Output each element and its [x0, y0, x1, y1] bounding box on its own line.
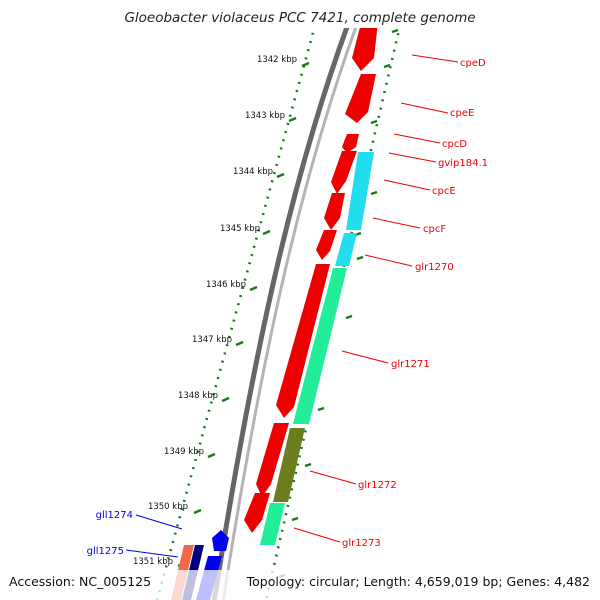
tick-mark: [288, 116, 297, 123]
tick-mark: [291, 516, 299, 522]
inner-ruler-track: [155, 28, 316, 600]
leader-line: [364, 254, 413, 267]
tick-label: 1343 kbp: [245, 111, 285, 121]
tick-label: 1351 kbp: [133, 557, 173, 567]
gene-glr1271[interactable]: [276, 264, 330, 418]
tick-labels: 1342 kbp 1343 kbp 1344 kbp 1345 kbp 1346…: [133, 55, 297, 567]
tick-mark: [391, 28, 399, 34]
label-leaders: [125, 54, 459, 558]
gene-label-glr1273[interactable]: glr1273: [342, 538, 381, 549]
feature-cyan[interactable]: [346, 152, 374, 230]
leader-line: [125, 549, 179, 558]
feature-cyan[interactable]: [335, 233, 357, 266]
tick-mark: [262, 229, 271, 236]
tick-mark: [317, 406, 325, 412]
forward-strand-genes: [244, 4, 380, 545]
gene-label-cpcF[interactable]: cpcF: [423, 224, 446, 235]
leader-line: [135, 514, 183, 530]
gene-label-gll1275[interactable]: gll1275: [87, 546, 124, 557]
genome-summary-text: Topology: circular; Length: 4,659,019 bp…: [246, 574, 590, 589]
tick-mark: [221, 396, 230, 403]
tick-label: 1342 kbp: [257, 55, 297, 65]
gene-label-cpeD[interactable]: cpeD: [460, 58, 486, 69]
feature-green[interactable]: [260, 503, 285, 545]
footer-background: [0, 570, 600, 600]
tick-mark: [304, 462, 312, 468]
tick-label: 1350 kbp: [148, 502, 188, 512]
gene-label-cpcE[interactable]: cpcE: [432, 186, 456, 197]
leader-line: [372, 217, 421, 229]
tick-label: 1345 kbp: [220, 224, 260, 234]
tick-mark: [301, 61, 310, 68]
leader-line: [309, 470, 357, 485]
outer-ruler-track: [264, 28, 401, 600]
gene-glr1272[interactable]: [256, 423, 289, 497]
tick-mark: [370, 119, 378, 125]
gene-cpcD[interactable]: [342, 134, 359, 153]
leader-line: [400, 102, 449, 114]
gene-gll1274[interactable]: [212, 530, 229, 551]
gene-label-cpeE[interactable]: cpeE: [450, 108, 474, 119]
gene-cpeE[interactable]: [345, 74, 376, 123]
tick-mark: [207, 452, 216, 459]
gene-cpcE[interactable]: [324, 193, 345, 230]
tick-mark: [370, 190, 378, 196]
tick-label: 1348 kbp: [178, 391, 218, 401]
leader-line: [293, 527, 341, 543]
gene-label-glr1271[interactable]: glr1271: [391, 359, 430, 370]
feature-green[interactable]: [293, 268, 347, 424]
gene-gvip184[interactable]: [331, 151, 357, 194]
tick-mark: [249, 285, 258, 292]
tick-mark: [383, 63, 391, 69]
gene-cpcF[interactable]: [316, 230, 337, 260]
leader-line: [388, 152, 437, 163]
tick-mark: [193, 508, 202, 515]
gene-glr1273[interactable]: [244, 493, 270, 533]
tick-label: 1346 kbp: [206, 280, 246, 290]
tick-mark: [356, 255, 364, 261]
gene-label-cpcD[interactable]: cpcD: [442, 139, 467, 150]
gene-label-glr1272[interactable]: glr1272: [358, 480, 397, 491]
tick-mark: [345, 314, 353, 320]
tick-label: 1344 kbp: [233, 167, 273, 177]
gene-labels: cpeD cpeE cpcD gvip184.1 cpcE cpcF glr12…: [87, 58, 488, 557]
gene-cpeD[interactable]: [352, 4, 380, 71]
leader-line: [393, 133, 441, 144]
leader-line: [383, 179, 431, 191]
gene-label-glr1270[interactable]: glr1270: [415, 262, 454, 273]
gene-label-gll1274[interactable]: gll1274: [96, 510, 133, 521]
accession-text: Accession: NC_005125: [9, 574, 151, 589]
map-title: Gloeobacter violaceus PCC 7421, complete…: [124, 10, 475, 26]
leader-line: [411, 54, 459, 63]
tick-label: 1347 kbp: [192, 335, 232, 345]
tick-mark: [235, 340, 244, 347]
tick-label: 1349 kbp: [164, 447, 204, 457]
tick-mark: [276, 172, 285, 179]
leader-line: [341, 350, 389, 364]
feature-olive[interactable]: [273, 428, 305, 502]
genome-backbone-inner: [221, 28, 358, 600]
genome-backbone-outer: [211, 28, 350, 600]
gene-label-gvip184[interactable]: gvip184.1: [438, 158, 488, 169]
